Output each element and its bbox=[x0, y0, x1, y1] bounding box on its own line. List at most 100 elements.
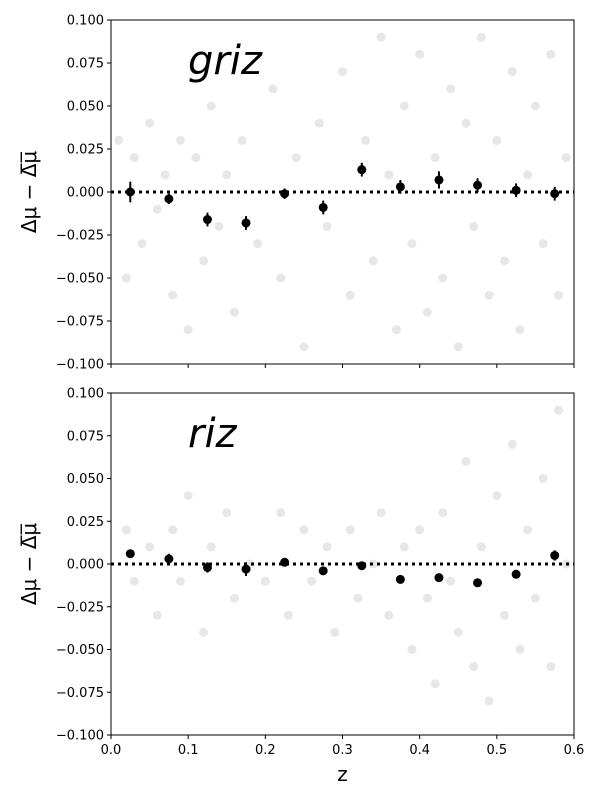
background-point bbox=[507, 439, 517, 449]
background-point bbox=[114, 135, 124, 145]
background-point bbox=[392, 325, 402, 335]
background-point bbox=[438, 508, 448, 518]
background-point bbox=[469, 221, 479, 231]
background-point bbox=[145, 542, 155, 552]
x-tick-label: 0.3 bbox=[332, 743, 353, 758]
background-point bbox=[222, 508, 232, 518]
background-point bbox=[523, 525, 533, 535]
background-point bbox=[268, 84, 278, 94]
binned-point bbox=[318, 566, 328, 576]
y-tick-label: −0.075 bbox=[56, 686, 104, 701]
background-point bbox=[446, 84, 456, 94]
background-point bbox=[554, 405, 564, 415]
background-point bbox=[538, 474, 548, 483]
background-point bbox=[276, 508, 286, 518]
background-point bbox=[515, 645, 525, 654]
panel-annotation: riz bbox=[188, 411, 238, 457]
background-point bbox=[168, 525, 178, 535]
background-point bbox=[399, 542, 409, 552]
background-point bbox=[430, 679, 440, 689]
x-tick-label: 0.6 bbox=[564, 743, 585, 758]
background-point bbox=[175, 135, 185, 145]
background-point bbox=[430, 153, 440, 163]
binned-point bbox=[511, 569, 521, 579]
y-tick-label: −0.025 bbox=[56, 229, 104, 244]
y-tick-label: −0.025 bbox=[56, 600, 104, 615]
background-point bbox=[399, 101, 409, 111]
background-point bbox=[384, 610, 394, 620]
y-tick-label: 0.100 bbox=[67, 14, 104, 29]
background-point bbox=[492, 491, 502, 501]
y-tick-label: −0.100 bbox=[56, 358, 104, 373]
background-point bbox=[368, 559, 378, 569]
background-point bbox=[500, 610, 510, 620]
background-point bbox=[561, 153, 571, 163]
background-point bbox=[368, 256, 378, 266]
panel: −0.100 −0.075 −0.050 −0.025 0.000 0.025 0.050 0… bbox=[17, 387, 584, 787]
background-point bbox=[299, 525, 309, 535]
background-point bbox=[492, 135, 502, 145]
background-point bbox=[168, 290, 178, 300]
background-point bbox=[484, 290, 494, 300]
panel-annotation: griz bbox=[188, 38, 263, 84]
background-point bbox=[276, 273, 286, 283]
y-tick-label: 0.050 bbox=[67, 472, 104, 487]
background-point bbox=[145, 118, 155, 128]
background-point bbox=[199, 627, 209, 637]
background-point bbox=[361, 135, 371, 145]
binned-point bbox=[511, 185, 521, 195]
binned-point bbox=[550, 189, 560, 199]
binned-point bbox=[434, 175, 444, 185]
binned-point bbox=[164, 194, 174, 204]
binned-point bbox=[241, 564, 251, 574]
background-point bbox=[461, 118, 471, 128]
background-point bbox=[199, 256, 209, 266]
binned-point bbox=[434, 573, 444, 583]
binned-point bbox=[280, 189, 290, 199]
background-point bbox=[229, 307, 239, 317]
background-point bbox=[546, 49, 556, 59]
y-axis-label: Δμ − Δ̅μ̅ bbox=[17, 523, 41, 606]
background-point bbox=[283, 610, 293, 620]
background-point bbox=[345, 525, 355, 535]
binned-point bbox=[357, 165, 367, 175]
y-tick-label: −0.050 bbox=[56, 272, 104, 287]
background-point bbox=[191, 153, 201, 163]
background-point bbox=[152, 204, 162, 214]
background-point bbox=[253, 239, 263, 249]
y-tick-label: 0.050 bbox=[67, 100, 104, 115]
background-point bbox=[407, 239, 417, 249]
x-tick-label: 0.2 bbox=[255, 743, 276, 758]
binned-point bbox=[395, 182, 405, 192]
background-point bbox=[515, 325, 525, 335]
binned-point bbox=[473, 180, 483, 190]
binned-point bbox=[202, 215, 212, 225]
background-point bbox=[500, 256, 510, 266]
background-point bbox=[175, 576, 185, 586]
background-point bbox=[152, 610, 162, 620]
background-point bbox=[438, 273, 448, 283]
background-point bbox=[237, 135, 247, 145]
background-point bbox=[422, 593, 432, 603]
binned-point bbox=[318, 202, 328, 212]
background-point bbox=[353, 593, 363, 603]
background-point bbox=[229, 593, 239, 603]
y-tick-label: −0.100 bbox=[56, 729, 104, 744]
background-point bbox=[415, 49, 425, 59]
x-axis-label: z bbox=[337, 762, 348, 786]
background-point bbox=[453, 627, 463, 637]
background-point bbox=[121, 273, 131, 283]
binned-point bbox=[473, 578, 483, 588]
background-point bbox=[121, 525, 131, 535]
y-axis-label: Δμ − Δ̅μ̅ bbox=[17, 151, 41, 234]
background-point bbox=[314, 118, 324, 128]
background-point bbox=[422, 307, 432, 317]
background-point bbox=[137, 239, 147, 249]
background-point bbox=[484, 696, 494, 706]
background-point bbox=[507, 67, 517, 77]
background-point bbox=[376, 508, 386, 518]
y-tick-label: 0.075 bbox=[67, 57, 104, 72]
background-point bbox=[461, 456, 471, 466]
binned-point bbox=[125, 187, 135, 197]
